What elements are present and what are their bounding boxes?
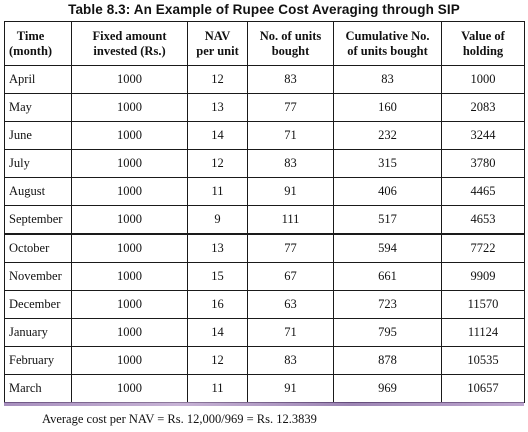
cell-value: 4465 bbox=[441, 177, 525, 206]
header-fixed-amount: Fixed amount invested (Rs.) bbox=[71, 21, 188, 66]
cell-cumulative: 160 bbox=[333, 93, 442, 122]
table-row: September 1000 9 111 517 4653 bbox=[4, 205, 525, 235]
cell-amount: 1000 bbox=[71, 121, 188, 150]
cell-amount: 1000 bbox=[71, 93, 188, 122]
cell-cumulative: 83 bbox=[333, 65, 442, 94]
header-time: Time (month) bbox=[4, 21, 72, 66]
cell-amount: 1000 bbox=[71, 177, 188, 206]
cell-value: 4653 bbox=[441, 205, 525, 235]
cell-units: 91 bbox=[247, 177, 334, 206]
cell-value: 3780 bbox=[441, 149, 525, 178]
cell-value: 9909 bbox=[441, 262, 525, 291]
cell-cumulative: 406 bbox=[333, 177, 442, 206]
cell-month: August bbox=[4, 177, 72, 206]
cell-month: March bbox=[4, 374, 72, 403]
cell-cumulative: 878 bbox=[333, 346, 442, 375]
table-row: March 1000 11 91 969 10657 bbox=[4, 374, 525, 403]
cell-cumulative: 315 bbox=[333, 149, 442, 178]
cell-month: January bbox=[4, 318, 72, 347]
cell-month: April bbox=[4, 65, 72, 94]
cell-nav: 14 bbox=[187, 318, 248, 347]
cell-amount: 1000 bbox=[71, 205, 188, 235]
cell-cumulative: 594 bbox=[333, 233, 442, 263]
table-row: May 1000 13 77 160 2083 bbox=[4, 93, 525, 122]
cell-month: October bbox=[4, 233, 72, 263]
cell-units: 71 bbox=[247, 318, 334, 347]
scan-edge-band bbox=[4, 402, 524, 406]
cell-value: 10657 bbox=[441, 374, 525, 403]
cell-value: 2083 bbox=[441, 93, 525, 122]
cell-value: 3244 bbox=[441, 121, 525, 150]
cell-month: September bbox=[4, 205, 72, 235]
cell-cumulative: 517 bbox=[333, 205, 442, 235]
cell-value: 11124 bbox=[441, 318, 525, 347]
cell-units: 83 bbox=[247, 65, 334, 94]
header-units-bought: No. of units bought bbox=[247, 21, 334, 66]
cell-cumulative: 232 bbox=[333, 121, 442, 150]
cell-cumulative: 795 bbox=[333, 318, 442, 347]
cell-amount: 1000 bbox=[71, 318, 188, 347]
cell-nav: 15 bbox=[187, 262, 248, 291]
cell-cumulative: 661 bbox=[333, 262, 442, 291]
cell-units: 83 bbox=[247, 149, 334, 178]
cell-amount: 1000 bbox=[71, 149, 188, 178]
cell-month: December bbox=[4, 290, 72, 319]
cell-units: 63 bbox=[247, 290, 334, 319]
cell-amount: 1000 bbox=[71, 65, 188, 94]
table-row: February 1000 12 83 878 10535 bbox=[4, 346, 525, 375]
cell-nav: 12 bbox=[187, 346, 248, 375]
header-value-holding: Value of holding bbox=[441, 21, 525, 66]
header-row: Time (month) Fixed amount invested (Rs.) N… bbox=[4, 21, 525, 66]
cell-units: 71 bbox=[247, 121, 334, 150]
cell-month: July bbox=[4, 149, 72, 178]
cell-units: 111 bbox=[247, 205, 334, 235]
cell-nav: 12 bbox=[187, 65, 248, 94]
cell-amount: 1000 bbox=[71, 233, 188, 263]
cell-nav: 13 bbox=[187, 93, 248, 122]
table-caption: Table 8.3: An Example of Rupee Cost Aver… bbox=[68, 2, 460, 17]
cell-value: 1000 bbox=[441, 65, 525, 94]
cell-month: February bbox=[4, 346, 72, 375]
table-row: October 1000 13 77 594 7722 bbox=[4, 233, 525, 263]
cell-nav: 14 bbox=[187, 121, 248, 150]
sip-table: Time (month) Fixed amount invested (Rs.) N… bbox=[4, 21, 525, 403]
cell-month: November bbox=[4, 262, 72, 291]
table-row: January 1000 14 71 795 11124 bbox=[4, 318, 525, 347]
cell-month: June bbox=[4, 121, 72, 150]
cell-cumulative: 969 bbox=[333, 374, 442, 403]
cell-units: 77 bbox=[247, 233, 334, 263]
header-nav: NAV per unit bbox=[187, 21, 248, 66]
cell-month: May bbox=[4, 93, 72, 122]
footnote-average-cost: Average cost per NAV = Rs. 12,000/969 = … bbox=[42, 412, 317, 426]
cell-units: 77 bbox=[247, 93, 334, 122]
cell-units: 91 bbox=[247, 374, 334, 403]
cell-nav: 12 bbox=[187, 149, 248, 178]
table-row: June 1000 14 71 232 3244 bbox=[4, 121, 525, 150]
cell-amount: 1000 bbox=[71, 374, 188, 403]
table-row: November 1000 15 67 661 9909 bbox=[4, 262, 525, 291]
cell-value: 10535 bbox=[441, 346, 525, 375]
cell-amount: 1000 bbox=[71, 346, 188, 375]
header-cumulative-units: Cumulative No. of units bought bbox=[333, 21, 442, 66]
table-row: August 1000 11 91 406 4465 bbox=[4, 177, 525, 206]
cell-nav: 9 bbox=[187, 205, 248, 235]
cell-value: 11570 bbox=[441, 290, 525, 319]
table-row: July 1000 12 83 315 3780 bbox=[4, 149, 525, 178]
cell-amount: 1000 bbox=[71, 262, 188, 291]
cell-nav: 11 bbox=[187, 177, 248, 206]
cell-nav: 11 bbox=[187, 374, 248, 403]
cell-nav: 13 bbox=[187, 233, 248, 263]
cell-nav: 16 bbox=[187, 290, 248, 319]
cell-units: 67 bbox=[247, 262, 334, 291]
table-row: April 1000 12 83 83 1000 bbox=[4, 65, 525, 94]
cell-cumulative: 723 bbox=[333, 290, 442, 319]
cell-amount: 1000 bbox=[71, 290, 188, 319]
cell-value: 7722 bbox=[441, 233, 525, 263]
table-row: December 1000 16 63 723 11570 bbox=[4, 290, 525, 319]
cell-units: 83 bbox=[247, 346, 334, 375]
